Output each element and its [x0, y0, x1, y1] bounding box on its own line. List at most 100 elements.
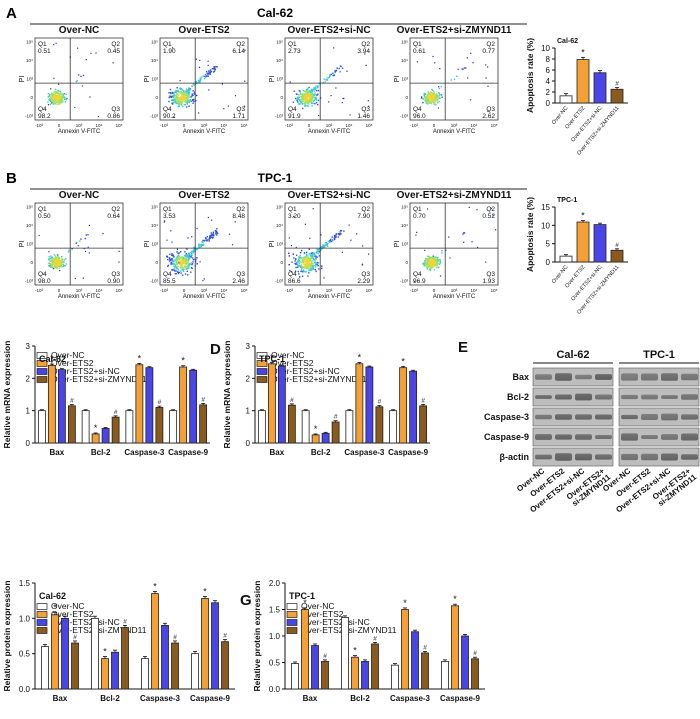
flow-plot-frame — [284, 37, 374, 121]
flow-event-dot — [176, 93, 178, 95]
flow-y-tick-label: 10⁵ — [276, 205, 283, 210]
flow-event-dot — [52, 103, 54, 105]
flow-event-dot — [58, 103, 60, 105]
flow-event-dot — [312, 267, 314, 269]
flow-event-dot — [435, 95, 437, 98]
flow-x-tick-label: 10³ — [201, 123, 208, 128]
quadrant-value-q2: 3.94 — [357, 48, 370, 55]
flow-event-dot — [438, 92, 440, 94]
flow-event-dot — [178, 252, 180, 254]
flow-event-dot — [303, 94, 305, 96]
flow-event-dot — [293, 215, 295, 217]
blot-band — [681, 414, 698, 420]
blot-band — [595, 374, 612, 380]
flow-event-dot — [364, 53, 366, 55]
flow-event-dot — [331, 240, 333, 243]
legend-swatch — [36, 368, 48, 375]
flow-event-dot — [203, 278, 205, 280]
flow-event-dot — [306, 98, 308, 101]
flow-event-dot — [177, 252, 179, 255]
flow-event-dot — [175, 257, 177, 259]
flow-event-dot — [477, 246, 479, 248]
flow-event-dot — [164, 220, 166, 222]
flow-event-dot — [185, 254, 187, 256]
flow-event-dot — [188, 105, 190, 107]
mrna-chart-tpc1: D Over-NCOver-ETS2Over-ETS2+si-NCOver-ETS… — [210, 341, 430, 457]
flow-event-dot — [50, 88, 52, 90]
bar — [171, 642, 179, 690]
flow-event-dot — [316, 94, 318, 96]
y-tick-label: 0.5 — [269, 659, 281, 668]
flow-event-dot — [326, 77, 328, 79]
flow-event-dot — [58, 257, 60, 260]
flow-event-dot — [299, 260, 301, 263]
flow-event-dot — [187, 97, 190, 99]
panel-label-e: E — [458, 339, 468, 356]
flow-event-dot — [294, 258, 297, 260]
y-axis-title: Relative mRNA expression — [2, 341, 12, 449]
flow-event-dot — [308, 99, 310, 101]
y-tick-label: 4 — [546, 77, 551, 86]
flow-event-dot — [334, 238, 336, 241]
flow-event-dot — [318, 248, 320, 250]
flow-event-dot — [175, 273, 177, 275]
flow-event-dot — [425, 258, 427, 260]
flow-event-dot — [188, 265, 190, 267]
flow-event-dot — [63, 259, 66, 261]
flow-event-dot — [313, 254, 316, 256]
flow-event-dot — [189, 96, 191, 98]
flow-event-dot — [181, 101, 184, 103]
quadrant-label-q1: Q1 — [288, 41, 297, 48]
flow-event-dot — [423, 263, 425, 266]
flow-event-dot — [202, 241, 204, 243]
bar — [331, 421, 340, 444]
flow-event-dot — [299, 95, 301, 98]
flow-event-dot — [169, 253, 171, 255]
flow-event-dot — [308, 258, 310, 260]
flow-panel-title: Over-ETS2+si-ZMYND11 — [397, 25, 512, 36]
flow-y-axis-label: PI — [269, 241, 276, 248]
flow-event-dot — [205, 237, 207, 240]
blot-band — [661, 434, 678, 440]
blot-band — [621, 433, 638, 441]
flow-event-dot — [311, 102, 313, 104]
flow-event-dot — [441, 252, 443, 254]
significance-star: * — [153, 581, 157, 591]
flow-event-dot — [50, 99, 53, 101]
flow-event-dot — [191, 95, 193, 97]
flow-event-dot — [323, 277, 325, 279]
flow-x-tick-label: 10⁵ — [491, 123, 498, 128]
blot-band — [595, 394, 612, 400]
flow-event-dot — [311, 105, 313, 107]
flow-event-dot — [57, 95, 59, 97]
x-category-label: Bcl-2 — [311, 448, 331, 457]
flow-event-dot — [434, 97, 437, 99]
flow-event-dot — [312, 265, 314, 267]
flow-event-dot — [186, 103, 188, 105]
flow-event-dot — [186, 256, 188, 258]
bar — [61, 617, 69, 690]
y-tick-label: 1.5 — [19, 579, 31, 588]
flow-event-dot — [175, 90, 177, 93]
flow-event-dot — [183, 257, 186, 259]
flow-event-dot — [426, 268, 429, 270]
significance-star: * — [581, 47, 585, 57]
flow-event-dot — [187, 274, 189, 276]
flow-event-dot — [191, 250, 193, 252]
blot-strip — [618, 407, 700, 427]
flow-event-dot — [318, 255, 321, 257]
flow-event-dot — [427, 265, 429, 268]
flow-event-dot — [309, 257, 312, 260]
protein-chart-tpc1: GOver-NCOver-ETS2Over-ETS2+si-NCOver-ETS… — [240, 579, 485, 703]
flow-event-dot — [431, 264, 433, 266]
flow-event-dot — [216, 231, 218, 234]
flow-event-dot — [57, 255, 59, 257]
flow-event-dot — [207, 60, 209, 62]
flow-event-dot — [301, 275, 304, 278]
significance-hash: # — [173, 634, 177, 641]
flow-event-dot — [58, 90, 60, 93]
flow-event-dot — [315, 258, 317, 260]
flow-event-dot — [435, 260, 437, 262]
flow-event-dot — [186, 267, 188, 270]
